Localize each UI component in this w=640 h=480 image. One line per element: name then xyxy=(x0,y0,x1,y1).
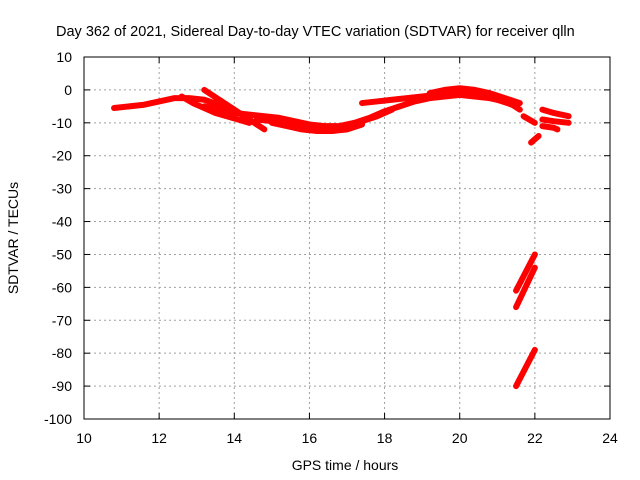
series-track-10 xyxy=(528,132,542,146)
x-tick-label: 16 xyxy=(302,430,318,446)
plot-frame xyxy=(83,56,611,420)
x-tick-label: 12 xyxy=(151,430,167,446)
series-track-9 xyxy=(520,113,538,126)
x-axis-label: GPS time / hours xyxy=(292,457,399,473)
x-tick-label: 14 xyxy=(226,430,242,446)
series-track-12 xyxy=(539,116,572,126)
series-track-11 xyxy=(539,106,572,120)
gridlines xyxy=(84,57,610,419)
y-tick-label: -90 xyxy=(52,378,72,394)
x-tick-label: 20 xyxy=(452,430,468,446)
series-track-6 xyxy=(268,119,366,135)
y-axis-label: SDTVAR / TECUs xyxy=(5,182,21,294)
y-tick-label: -50 xyxy=(52,246,72,262)
data-series xyxy=(111,85,572,390)
y-tick-label: -70 xyxy=(52,312,72,328)
series-track-13 xyxy=(539,123,561,133)
y-tick-label: -30 xyxy=(52,181,72,197)
x-tick-label: 10 xyxy=(76,430,92,446)
y-tick-label: 10 xyxy=(56,49,72,65)
y-tick-labels: 10 0 -10 -20 -30 -40 -50 -60 -70 -80 -90 -100 xyxy=(44,49,72,427)
y-tick-label: 0 xyxy=(64,82,72,98)
series-track-3 xyxy=(178,93,253,126)
series-track-8 xyxy=(426,85,523,107)
series-track-14 xyxy=(513,251,538,294)
x-tick-label: 22 xyxy=(527,430,543,446)
chart-title: Day 362 of 2021, Sidereal Day-to-day VTE… xyxy=(56,24,575,40)
series-track-1 xyxy=(111,95,238,113)
y-tick-label: -100 xyxy=(44,411,72,427)
series-track-4 xyxy=(201,86,268,133)
y-tick-label: -20 xyxy=(52,148,72,164)
series-track-16 xyxy=(513,346,538,390)
series-track-15 xyxy=(513,264,538,311)
x-tick-labels: 10 12 14 16 18 20 22 24 xyxy=(76,430,618,446)
x-tick-label: 24 xyxy=(602,430,618,446)
y-tick-label: -10 xyxy=(52,115,72,131)
y-tick-label: -80 xyxy=(52,345,72,361)
y-tick-label: -40 xyxy=(52,214,72,230)
x-tick-label: 18 xyxy=(377,430,393,446)
y-tick-label: -60 xyxy=(52,279,72,295)
series-track-7 xyxy=(359,90,523,113)
axis-ticks xyxy=(83,56,611,420)
